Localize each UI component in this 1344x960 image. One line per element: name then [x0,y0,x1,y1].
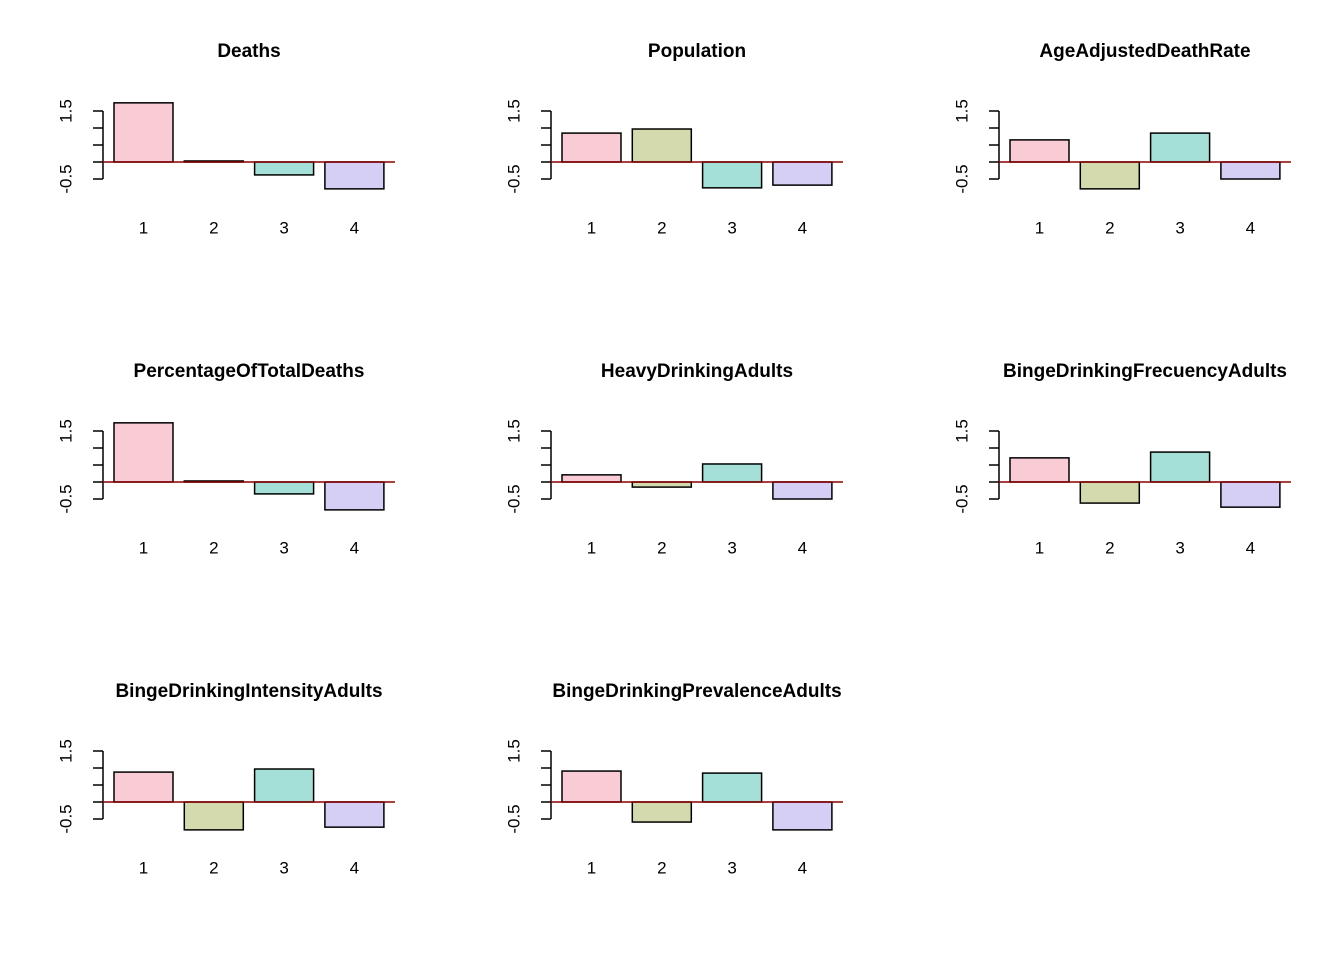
x-tick-label: 4 [350,218,359,237]
bar [1079,161,1141,190]
y-tick-label: 1.5 [952,419,971,443]
x-tick-label: 3 [727,218,736,237]
x-tick-label: 3 [1175,218,1184,237]
bar [253,481,315,495]
x-tick-label: 2 [209,538,218,557]
bar [1009,457,1070,483]
panel: Population -0.5 1.5 1 2 3 4 [504,41,843,237]
y-tick-label: 1.5 [56,739,75,763]
x-tick-label: 2 [657,218,666,237]
panel: PercentageOfTotalDeaths -0.5 1.5 1 2 3 4 [56,361,395,557]
chart-title: PercentageOfTotalDeaths [134,361,365,382]
bar [772,801,833,831]
x-tick-label: 1 [139,538,148,557]
bar [1009,139,1070,163]
x-tick-label: 1 [1035,538,1044,557]
x-tick-label: 4 [1246,218,1255,237]
bar [631,128,693,163]
x-tick-label: 2 [209,858,218,877]
panel: AgeAdjustedDeathRate -0.5 1.5 1 2 3 4 [952,41,1291,237]
x-tick-label: 3 [279,538,288,557]
bar [253,161,315,176]
bar [701,161,763,189]
panel: BingeDrinkingFrecuencyAdults -0.5 1.5 1 2 3 4 [952,361,1291,557]
bar [113,771,174,803]
x-tick-label: 4 [350,858,359,877]
x-tick-label: 1 [1035,218,1044,237]
x-tick-label: 1 [139,858,148,877]
x-tick-label: 1 [587,538,596,557]
bar [701,463,763,483]
y-tick-label: -0.5 [504,804,523,833]
panel: Deaths -0.5 1.5 1 2 3 4 [56,41,395,237]
chart-title: HeavyDrinkingAdults [601,361,793,382]
bar [113,102,174,163]
x-tick-label: 4 [798,218,807,237]
x-tick-label: 3 [727,538,736,557]
bar [1220,481,1281,508]
panel: BingeDrinkingIntensityAdults -0.5 1.5 1 2 3 4 [56,681,395,877]
bar [324,801,385,828]
y-tick-label: -0.5 [952,164,971,193]
y-tick-label: -0.5 [952,484,971,513]
y-tick-label: -0.5 [56,804,75,833]
x-tick-label: 2 [657,538,666,557]
x-tick-label: 3 [279,218,288,237]
x-tick-label: 1 [139,218,148,237]
x-tick-label: 3 [1175,538,1184,557]
chart-title: BingeDrinkingIntensityAdults [115,681,382,702]
y-tick-label: 1.5 [56,99,75,123]
bar [631,801,693,823]
bar [631,481,693,488]
x-tick-label: 2 [1105,538,1114,557]
bar [1149,132,1211,163]
x-tick-label: 2 [1105,218,1114,237]
bar [561,474,622,483]
x-tick-label: 1 [587,218,596,237]
chart-title: AgeAdjustedDeathRate [1039,41,1250,62]
bar [253,768,315,803]
x-tick-label: 1 [587,858,596,877]
x-tick-label: 4 [1246,538,1255,557]
chart-title: BingeDrinkingPrevalenceAdults [552,681,841,702]
x-tick-label: 4 [350,538,359,557]
y-tick-label: -0.5 [504,164,523,193]
bar [561,770,622,803]
bar [1220,161,1281,180]
bar [1149,451,1211,483]
x-tick-label: 2 [209,218,218,237]
x-tick-label: 3 [727,858,736,877]
bar [113,422,174,483]
x-tick-label: 4 [798,538,807,557]
bar [701,772,763,803]
bar [561,132,622,163]
bar [324,481,385,511]
chart-title: BingeDrinkingFrecuencyAdults [1003,361,1287,382]
y-tick-label: -0.5 [56,164,75,193]
bar [183,801,245,831]
y-tick-label: 1.5 [56,419,75,443]
y-tick-label: -0.5 [504,484,523,513]
bar [324,161,385,190]
chart-title: Deaths [217,41,280,62]
y-tick-label: 1.5 [504,99,523,123]
y-tick-label: 1.5 [504,739,523,763]
bar [1079,481,1141,504]
panel: BingeDrinkingPrevalenceAdults -0.5 1.5 1 2 3 4 [504,681,843,877]
x-tick-label: 2 [657,858,666,877]
x-tick-label: 4 [798,858,807,877]
panel: HeavyDrinkingAdults -0.5 1.5 1 2 3 4 [504,361,843,557]
chart-title: Population [648,41,746,62]
y-tick-label: 1.5 [952,99,971,123]
y-tick-label: -0.5 [56,484,75,513]
x-tick-label: 3 [279,858,288,877]
y-tick-label: 1.5 [504,419,523,443]
bar [772,481,833,500]
bar [772,161,833,186]
